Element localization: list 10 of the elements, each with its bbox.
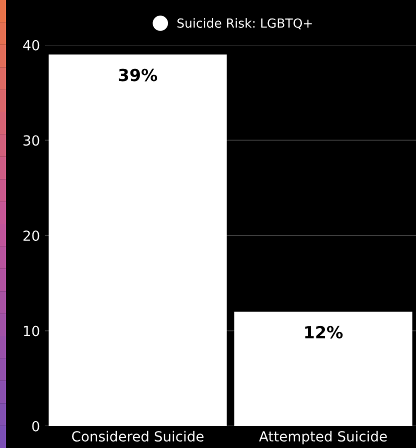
legend-label: Suicide Risk: LGBTQ+ bbox=[177, 18, 312, 30]
x-tick-label: Considered Suicide bbox=[72, 430, 204, 442]
y-tick-label: 30 bbox=[24, 135, 40, 146]
data-label: 12% bbox=[305, 326, 343, 338]
y-tick-label: 0 bbox=[32, 420, 40, 432]
y-tick-label: 10 bbox=[24, 326, 40, 336]
y-tick-label: 20 bbox=[23, 230, 40, 241]
y-tick-label: 40 bbox=[23, 40, 40, 50]
data-label: 39% bbox=[118, 68, 158, 82]
x-tick-label: Attempted Suicide bbox=[259, 430, 387, 444]
